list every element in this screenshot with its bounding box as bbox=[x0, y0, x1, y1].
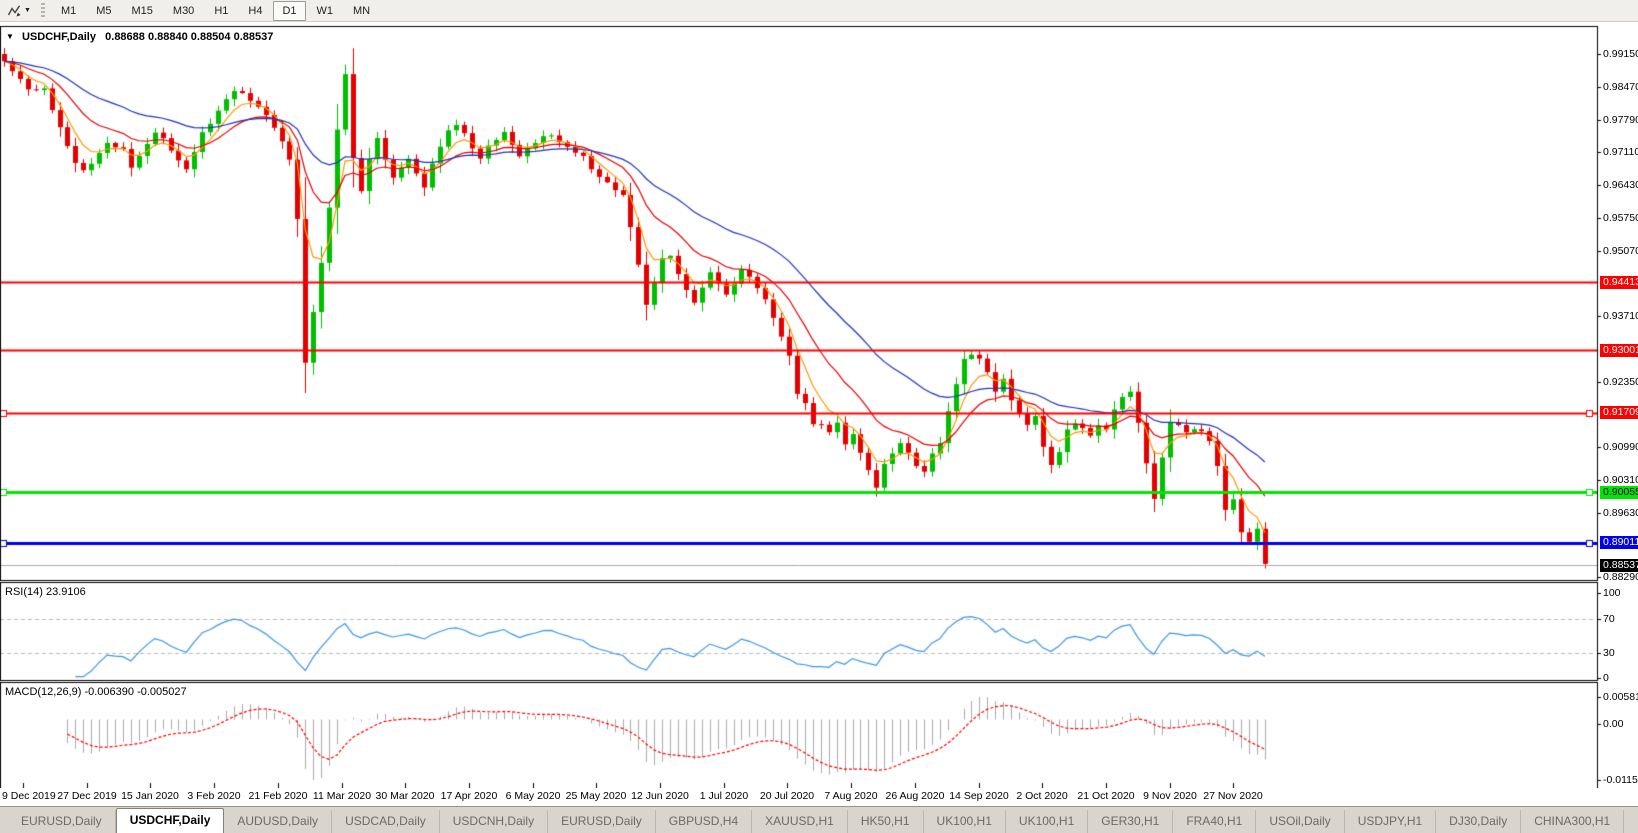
timeframe-button-m1[interactable]: M1 bbox=[60, 4, 77, 17]
date-axis-label: 6 May 2020 bbox=[505, 790, 561, 802]
chart-tab-dj30-daily[interactable]: DJ30,Daily bbox=[1436, 810, 1522, 833]
date-axis-label: 21 Oct 2020 bbox=[1077, 790, 1135, 802]
chart-tab-usdjpy-h1[interactable]: USDJPY,H1 bbox=[1345, 810, 1437, 833]
chart-symbol-period: USDCHF,Daily bbox=[21, 31, 96, 43]
timeframe-toolbar: ▼ M1 M5 M15 M30 H1 H4 D1 W1 MN bbox=[0, 0, 1638, 22]
time-axis[interactable]: 9 Dec 2019 27 Dec 2019 15 Jan 2020 3 Feb 20… bbox=[0, 788, 1597, 806]
timeframe-button-h1[interactable]: H1 bbox=[214, 4, 229, 17]
chart-tab-bar: EURUSD,Daily USDCHF,Daily AUDUSD,Daily USDC… bbox=[0, 806, 1638, 833]
chart-canvas[interactable] bbox=[0, 22, 1638, 788]
date-axis-label: 25 May 2020 bbox=[565, 790, 627, 802]
timeframe-button-m5[interactable]: M5 bbox=[96, 4, 112, 17]
chevron-down-icon[interactable]: ▼ bbox=[24, 6, 31, 14]
date-axis-label: 27 Nov 2020 bbox=[1203, 790, 1263, 802]
chart-tab-uk100-h1[interactable]: UK100,H1 bbox=[1006, 810, 1089, 833]
chart-window: 0.99150 0.98470 0.97790 0.97110 0.96430 0.957… bbox=[0, 22, 1638, 806]
chart-tab-usdchf-daily[interactable]: USDCHF,Daily bbox=[115, 808, 225, 833]
chart-tab-usdcnh-daily[interactable]: USDCNH,Daily bbox=[440, 810, 549, 833]
date-axis-label: 27 Dec 2019 bbox=[57, 790, 117, 802]
date-axis-label: 21 Feb 2020 bbox=[248, 790, 308, 802]
date-axis-label: 15 Jan 2020 bbox=[121, 790, 179, 802]
timeframe-button-h4[interactable]: H4 bbox=[248, 4, 263, 17]
date-axis-label: 12 Jun 2020 bbox=[631, 790, 689, 802]
chart-tab-gbpusd-h4[interactable]: GBPUSD,H4 bbox=[656, 810, 753, 833]
date-axis-label: 1 Jul 2020 bbox=[699, 790, 749, 802]
date-axis-label: 9 Dec 2019 bbox=[2, 790, 56, 802]
date-axis-label: 11 Mar 2020 bbox=[312, 790, 372, 802]
timeframe-button-mn[interactable]: MN bbox=[353, 4, 371, 17]
chart-tab-xauusd-h1[interactable]: XAUUSD,H1 bbox=[752, 810, 848, 833]
date-axis-label: 7 Aug 2020 bbox=[824, 790, 878, 802]
collapse-triangle-icon[interactable]: ▼ bbox=[6, 32, 14, 41]
chart-tab-ger30-h1[interactable]: GER30,H1 bbox=[1088, 810, 1174, 833]
chart-tab-fra40-h1[interactable]: FRA40,H1 bbox=[1173, 810, 1257, 833]
date-axis-label: 30 Mar 2020 bbox=[375, 790, 435, 802]
date-axis-label: 9 Nov 2020 bbox=[1143, 790, 1197, 802]
chart-ohlc-values: 0.88688 0.88840 0.88504 0.88537 bbox=[105, 31, 274, 43]
date-axis-label: 2 Oct 2020 bbox=[1016, 790, 1068, 802]
date-axis-label: 17 Apr 2020 bbox=[440, 790, 498, 802]
chart-tab-china300-h1[interactable]: CHINA300,H1 bbox=[1521, 810, 1625, 833]
chart-tab-usoil-daily[interactable]: USOil,Daily bbox=[1256, 810, 1345, 833]
timeframe-button-m15[interactable]: M15 bbox=[131, 4, 153, 17]
date-axis-label: 26 Aug 2020 bbox=[885, 790, 945, 802]
timeframe-buttons: M1 M5 M15 M30 H1 H4 D1 W1 MN bbox=[51, 0, 380, 21]
chart-tab-uk100-h1[interactable]: UK100,H1 bbox=[924, 810, 1006, 833]
rsi-indicator-label: RSI(14) 23.9106 bbox=[5, 586, 86, 598]
chart-tab-eurusd-daily[interactable]: EURUSD,Daily bbox=[548, 810, 656, 833]
date-axis-label: 3 Feb 2020 bbox=[187, 790, 241, 802]
chart-tab-hk50-h1[interactable]: HK50,H1 bbox=[848, 810, 924, 833]
timeframe-button-m30[interactable]: M30 bbox=[172, 4, 195, 17]
timeframe-button-w1[interactable]: W1 bbox=[316, 4, 334, 17]
chart-tab-audusd-daily[interactable]: AUDUSD,Daily bbox=[224, 810, 333, 833]
chart-tabs: EURUSD,Daily USDCHF,Daily AUDUSD,Daily USDC… bbox=[8, 808, 1638, 833]
chart-title: ▼ USDCHF,Daily 0.88688 0.88840 0.88504 0… bbox=[6, 31, 273, 43]
date-axis-label: 14 Sep 2020 bbox=[949, 790, 1009, 802]
macd-indicator-label: MACD(12,26,9) -0.006390 -0.005027 bbox=[5, 686, 187, 698]
chart-tab-usdcad-daily[interactable]: USDCAD,Daily bbox=[332, 810, 440, 833]
chart-tab-eurusd-daily[interactable]: EURUSD,Daily bbox=[8, 810, 116, 833]
chart-tab-usoil-h1[interactable]: USOil,H1 bbox=[1624, 810, 1638, 833]
date-axis-label: 20 Jul 2020 bbox=[759, 790, 815, 802]
chart-cursor-icon bbox=[7, 4, 21, 18]
timeframe-button-d1[interactable]: D1 bbox=[273, 0, 306, 21]
toolbar-grip-handle[interactable] bbox=[40, 2, 45, 19]
chart-cursor-tool-button[interactable]: ▼ bbox=[3, 1, 35, 21]
